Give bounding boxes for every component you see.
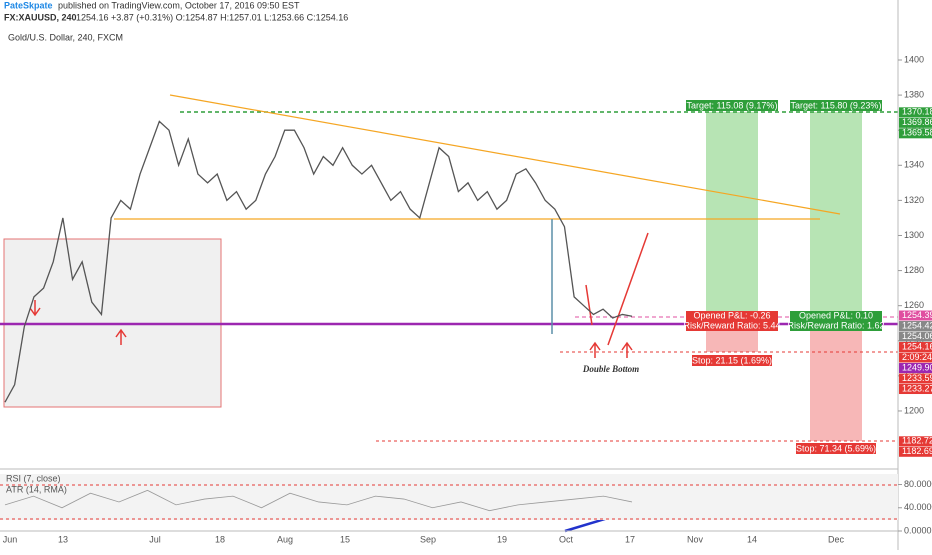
price-label-box [899, 342, 932, 353]
y-tick-label: 1320 [904, 195, 924, 205]
rsi-tick-label: 80.0000 [904, 479, 932, 489]
label-box [796, 443, 876, 454]
price-label-box [899, 384, 932, 395]
price-label-box [899, 321, 932, 332]
x-tick-label: 13 [58, 534, 68, 544]
x-tick-label: Sep [420, 534, 436, 544]
x-tick-label: Oct [559, 534, 574, 544]
price-label: 1182.72 [902, 436, 932, 446]
price-label: 1369.58 [902, 128, 932, 138]
x-tick-label: Nov [687, 534, 704, 544]
rsi-tick-label: 0.0000 [904, 525, 932, 535]
x-tick-label: 17 [625, 534, 635, 544]
x-tick-label: Aug [277, 534, 293, 544]
target-label: Target: 115.08 (9.17%) [687, 100, 778, 110]
price-label: 1370.18 [902, 107, 932, 117]
label-box [790, 100, 882, 111]
countdown-box [899, 352, 932, 363]
price-label: 1254.39 [902, 310, 932, 320]
target-label: Target: 115.80 (9.23%) [791, 100, 882, 110]
price-label-box [899, 446, 932, 457]
symbol: FX:XAUUSD, 240 [4, 12, 77, 22]
author: PateSkpate [4, 0, 53, 10]
price-label-box [899, 363, 932, 374]
y-tick-label: 1200 [904, 405, 924, 415]
price-label-box [899, 373, 932, 384]
price-label-box [899, 436, 932, 447]
price-line [4, 120, 633, 403]
pl-label: Opened P&L: 0.10 [799, 310, 873, 320]
published: published on TradingView.com, October 17… [58, 0, 300, 10]
rsi-tick-label: 40.0000 [904, 502, 932, 512]
price-label: 1233.27 [902, 383, 932, 393]
x-tick-label: Jul [149, 534, 161, 544]
arrow [29, 232, 649, 358]
x-tick-label: 15 [340, 534, 350, 544]
pl-label: Opened P&L: -0.26 [693, 310, 770, 320]
label-box [686, 311, 778, 331]
stop-label: Stop: 21.15 (1.69%) [692, 355, 772, 365]
price-label: 1254.42 [902, 320, 932, 330]
pattern-label: Double Bottom [582, 364, 639, 374]
price-label-box [899, 331, 932, 342]
label-box [790, 311, 882, 331]
countdown: 2:09:24 [902, 352, 932, 362]
quote: 1254.16 +3.87 (+0.31%) O:1254.87 H:1257.… [76, 12, 348, 22]
rr-label: Risk/Reward Ratio: 5.44 [683, 320, 780, 330]
price-label-box [899, 310, 932, 321]
price-label: 1249.90 [902, 362, 932, 372]
price-label-box [899, 107, 932, 118]
y-tick-label: 1380 [904, 89, 924, 99]
x-tick-label: 19 [497, 534, 507, 544]
price-label: 1182.69 [902, 446, 932, 456]
label-box [692, 355, 772, 366]
atr-label: ATR (14, RMA) [6, 484, 67, 494]
price-label: 1254.06 [902, 331, 932, 341]
price-label-box [899, 128, 932, 139]
y-tick-label: 1280 [904, 265, 924, 275]
stop-label: Stop: 71.34 (5.69%) [796, 443, 876, 453]
trend-line [169, 94, 841, 215]
x-tick-label: Dec [828, 534, 845, 544]
x-tick-label: 14 [747, 534, 757, 544]
y-tick-label: 1260 [904, 300, 924, 310]
target-zone [810, 112, 862, 324]
price-label: 1233.59 [902, 373, 932, 383]
price-label: 1254.16 [902, 341, 932, 351]
price-label-box [899, 117, 932, 128]
y-tick-label: 1340 [904, 160, 924, 170]
stop-zone [810, 324, 862, 441]
rr-label: Risk/Reward Ratio: 1.62 [787, 320, 884, 330]
x-tick-label: 18 [215, 534, 225, 544]
x-tick-label: Jun [3, 534, 18, 544]
rsi-line [4, 489, 633, 512]
price-label: 1369.86 [902, 117, 932, 127]
rsi-band [0, 474, 898, 520]
chart-title: Gold/U.S. Dollar, 240, FXCM [8, 32, 123, 42]
y-tick-label: 1300 [904, 230, 924, 240]
label-box [686, 100, 778, 111]
y-tick-label: 1400 [904, 54, 924, 64]
target-zone [706, 112, 758, 324]
rsi-label: RSI (7, close) [6, 473, 61, 483]
